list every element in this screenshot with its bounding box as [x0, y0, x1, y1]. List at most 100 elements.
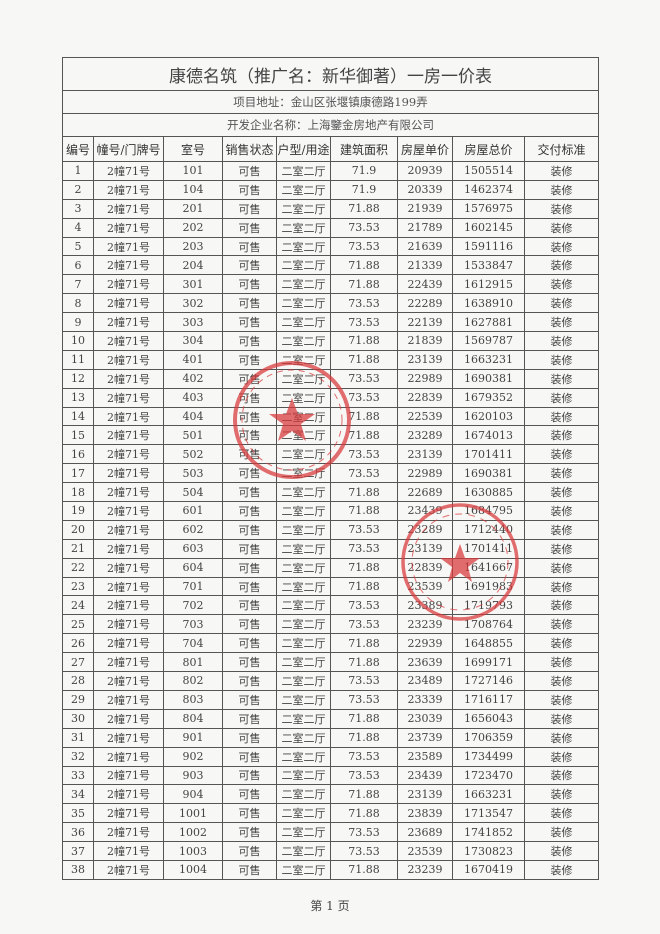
row-number: 37: [62, 841, 94, 861]
building-unit: 2幢71号: [93, 784, 164, 805]
row-number: 34: [62, 784, 94, 805]
building-unit: 2幢71号: [93, 274, 164, 295]
delivery-standard: 装修: [524, 822, 599, 843]
sale-status: 可售: [222, 482, 277, 503]
table-row: 35 2幢71号 1001 可售 二室二厅 71.88 23839 1713547 装修: [62, 803, 599, 824]
sale-status: 可售: [222, 331, 277, 351]
room-number: 302: [163, 293, 223, 314]
column-header: 户型/用途: [276, 136, 331, 162]
layout-usage: 二室二厅: [276, 217, 331, 238]
floor-area: 73.53: [330, 217, 398, 238]
table-row: 3 2幢71号 201 可售 二室二厅 71.88 21939 1576975 装修: [62, 198, 599, 219]
building-unit: 2幢71号: [93, 652, 164, 673]
table-row: 38 2幢71号 1004 可售 二室二厅 71.88 23239 1670419 装修: [62, 859, 599, 880]
total-price: 1712440: [452, 519, 525, 540]
column-header: 幢号/门牌号: [93, 136, 164, 162]
layout-usage: 二室二厅: [276, 406, 331, 427]
floor-area: 73.53: [330, 312, 398, 333]
delivery-standard: 装修: [524, 671, 599, 691]
table-body: 1 2幢71号 101 可售 二室二厅 71.9 20939 1505514 装修 2 2幢71号 1…: [62, 161, 599, 880]
sale-status: 可售: [222, 217, 277, 238]
row-number: 30: [62, 708, 94, 729]
table-row: 5 2幢71号 203 可售 二室二厅 73.53 21639 1591116 装修: [62, 236, 599, 257]
table-header-row: 编号 幢号/门牌号 室号 销售状态 户型/用途 建筑面积 房屋单价 房屋总价 交付标准: [62, 136, 599, 162]
table-row: 6 2幢71号 204 可售 二室二厅 71.88 21339 1533847 装修: [62, 255, 599, 276]
floor-area: 73.53: [330, 236, 398, 257]
row-number: 1: [62, 161, 94, 181]
layout-usage: 二室二厅: [276, 501, 331, 521]
building-unit: 2幢71号: [93, 161, 164, 181]
delivery-standard: 装修: [524, 368, 599, 389]
table-row: 19 2幢71号 601 可售 二室二厅 71.88 23439 1684795 装修: [62, 501, 599, 521]
unit-price: 23139: [397, 538, 453, 559]
unit-price: 22539: [397, 406, 453, 427]
table-row: 9 2幢71号 303 可售 二室二厅 73.53 22139 1627881 装修: [62, 312, 599, 333]
layout-usage: 二室二厅: [276, 293, 331, 314]
floor-area: 73.53: [330, 595, 398, 616]
table-row: 24 2幢71号 702 可售 二室二厅 73.53 23389 1719793 装修: [62, 595, 599, 616]
sale-status: 可售: [222, 406, 277, 427]
layout-usage: 二室二厅: [276, 765, 331, 786]
room-number: 1002: [163, 822, 223, 843]
floor-area: 71.88: [330, 274, 398, 295]
row-number: 23: [62, 576, 94, 597]
layout-usage: 二室二厅: [276, 387, 331, 408]
sale-status: 可售: [222, 652, 277, 673]
unit-price: 21639: [397, 236, 453, 257]
sale-status: 可售: [222, 708, 277, 729]
room-number: 902: [163, 746, 223, 767]
delivery-standard: 装修: [524, 236, 599, 257]
unit-price: 22289: [397, 293, 453, 314]
delivery-standard: 装修: [524, 538, 599, 559]
delivery-standard: 装修: [524, 274, 599, 295]
layout-usage: 二室二厅: [276, 198, 331, 219]
delivery-standard: 装修: [524, 576, 599, 597]
row-number: 17: [62, 463, 94, 484]
table-row: 7 2幢71号 301 可售 二室二厅 71.88 22439 1612915 装修: [62, 274, 599, 295]
table-row: 27 2幢71号 801 可售 二室二厅 71.88 23639 1699171 装修: [62, 652, 599, 673]
layout-usage: 二室二厅: [276, 482, 331, 503]
building-unit: 2幢71号: [93, 822, 164, 843]
total-price: 1734499: [452, 746, 525, 767]
building-unit: 2幢71号: [93, 387, 164, 408]
unit-price: 22989: [397, 463, 453, 484]
delivery-standard: 装修: [524, 633, 599, 654]
building-unit: 2幢71号: [93, 746, 164, 767]
layout-usage: 二室二厅: [276, 859, 331, 880]
layout-usage: 二室二厅: [276, 652, 331, 673]
floor-area: 71.88: [330, 859, 398, 880]
total-price: 1569787: [452, 331, 525, 351]
layout-usage: 二室二厅: [276, 803, 331, 824]
delivery-standard: 装修: [524, 803, 599, 824]
building-unit: 2幢71号: [93, 349, 164, 370]
total-price: 1708764: [452, 614, 525, 635]
unit-price: 22139: [397, 312, 453, 333]
table-row: 25 2幢71号 703 可售 二室二厅 73.53 23239 1708764 装修: [62, 614, 599, 635]
delivery-standard: 装修: [524, 198, 599, 219]
unit-price: 21939: [397, 198, 453, 219]
column-header: 建筑面积: [330, 136, 398, 162]
layout-usage: 二室二厅: [276, 444, 331, 465]
unit-price: 21839: [397, 331, 453, 351]
unit-price: 23839: [397, 803, 453, 824]
room-number: 603: [163, 538, 223, 559]
row-number: 6: [62, 255, 94, 276]
room-number: 402: [163, 368, 223, 389]
sale-status: 可售: [222, 312, 277, 333]
total-price: 1719793: [452, 595, 525, 616]
floor-area: 73.53: [330, 822, 398, 843]
layout-usage: 二室二厅: [276, 689, 331, 710]
column-header: 室号: [163, 136, 223, 162]
building-unit: 2幢71号: [93, 463, 164, 484]
price-list-document: 康德名筑（推广名：新华御著）一房一价表 项目地址：金山区张堰镇康德路199弄 开…: [62, 57, 599, 880]
building-unit: 2幢71号: [93, 255, 164, 276]
floor-area: 73.53: [330, 746, 398, 767]
building-unit: 2幢71号: [93, 217, 164, 238]
row-number: 19: [62, 501, 94, 521]
delivery-standard: 装修: [524, 179, 599, 200]
page-number: 第 1 页: [310, 899, 350, 913]
sale-status: 可售: [222, 444, 277, 465]
total-price: 1630885: [452, 482, 525, 503]
unit-price: 23389: [397, 595, 453, 616]
unit-price: 23639: [397, 652, 453, 673]
